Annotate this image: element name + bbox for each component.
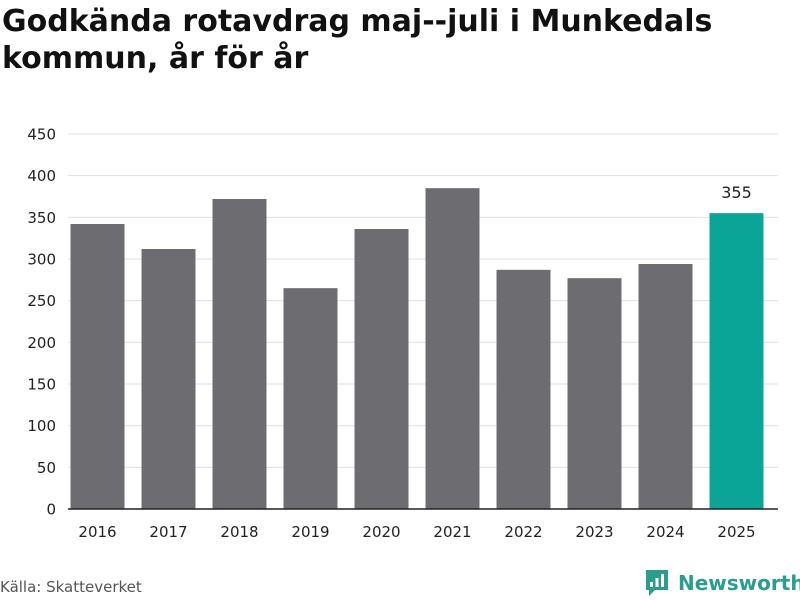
x-tick-label: 2018 (220, 523, 258, 541)
y-tick-label: 150 (27, 376, 56, 394)
y-tick-label: 450 (27, 126, 56, 144)
brand-name: Newsworthy (678, 571, 800, 595)
bar-2024 (638, 264, 693, 509)
bar-2017 (141, 249, 196, 509)
y-tick-label: 250 (27, 292, 56, 310)
bar-2016 (70, 224, 125, 509)
y-tick-label: 100 (27, 417, 56, 435)
chart-title: Godkända rotavdrag maj--juli i Munkedals… (2, 4, 713, 76)
bar-2022 (496, 269, 551, 509)
bar-2025 (709, 213, 764, 509)
bar-2021 (425, 188, 480, 509)
y-tick-label: 300 (27, 251, 56, 269)
x-tick-label: 2020 (362, 523, 400, 541)
y-tick-label: 50 (37, 459, 56, 477)
data-label: 355 (721, 183, 752, 202)
bars (70, 188, 764, 509)
y-tick-label: 400 (27, 167, 56, 185)
bar-2018 (212, 199, 267, 509)
x-tick-label: 2019 (291, 523, 329, 541)
newsworthy-logo-icon (646, 570, 668, 596)
y-tick-label: 350 (27, 209, 56, 227)
x-tick-label: 2023 (575, 523, 613, 541)
y-tick-label: 200 (27, 334, 56, 352)
x-tick-label: 2025 (717, 523, 755, 541)
y-axis-ticks: 0 50 100 150 200 250 300 350 400 450 (27, 126, 56, 519)
bar-2020 (354, 229, 409, 509)
bar-2023 (567, 278, 622, 509)
x-tick-label: 2016 (78, 523, 116, 541)
bar-2019 (283, 288, 338, 509)
newsworthy-logo: Newsworthy (644, 566, 800, 600)
data-labels: 355 (721, 183, 752, 202)
x-tick-label: 2017 (149, 523, 187, 541)
x-tick-label: 2021 (433, 523, 471, 541)
x-tick-label: 2022 (504, 523, 542, 541)
x-axis-ticks: 2016 2017 2018 2019 2020 2021 2022 2023 2024 2025 (78, 523, 755, 541)
y-tick-label: 0 (46, 501, 56, 519)
source-note: Källa: Skatteverket (0, 578, 142, 596)
x-tick-label: 2024 (646, 523, 684, 541)
